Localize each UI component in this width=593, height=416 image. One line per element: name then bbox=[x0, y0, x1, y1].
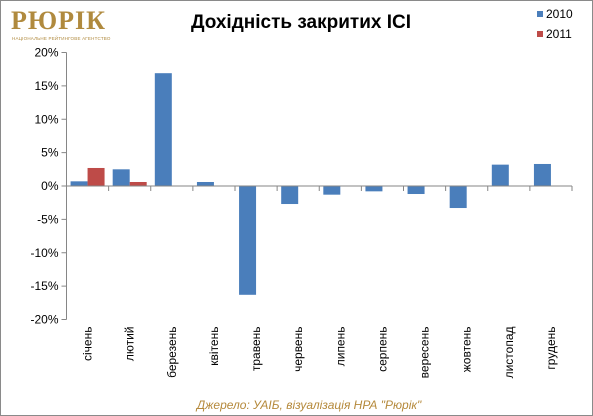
bar-2010-червень bbox=[281, 186, 299, 205]
x-tick-label-червень: червень bbox=[291, 327, 305, 372]
x-tick-label-вересень: вересень bbox=[418, 327, 432, 379]
x-tick-label-грудень: грудень bbox=[544, 327, 558, 370]
bar-2011-січень bbox=[87, 167, 105, 186]
x-tick-label-липень: липень bbox=[333, 327, 347, 367]
y-tick-label: 10% bbox=[34, 112, 58, 126]
legend-swatch-2010 bbox=[537, 11, 543, 17]
bar-2010-квітень bbox=[196, 181, 214, 186]
y-tick-label: -5% bbox=[37, 212, 59, 226]
bar-2011-лютий bbox=[129, 181, 147, 186]
bar-2010-травень bbox=[239, 186, 257, 295]
bar-2010-серпень bbox=[365, 186, 383, 192]
x-tick-label-жовтень: жовтень bbox=[460, 327, 474, 373]
x-tick-label-травень: травень bbox=[249, 327, 263, 372]
source-note: Джерело: УАІБ, візуалізація НРА "Рюрік" bbox=[196, 398, 422, 412]
legend: 2010 2011 bbox=[535, 7, 591, 48]
x-tick-label-серпень: серпень bbox=[375, 327, 389, 372]
x-tick-label-листопад: листопад bbox=[502, 327, 516, 379]
bar-2010-листопад bbox=[491, 164, 509, 186]
y-tick-label: 20% bbox=[34, 46, 58, 60]
y-tick-label: -10% bbox=[30, 246, 58, 260]
x-tick-label-квітень: квітень bbox=[207, 327, 221, 366]
bar-2010-жовтень bbox=[449, 186, 467, 209]
bar-2010-січень bbox=[70, 181, 88, 186]
legend-label-2011: 2011 bbox=[546, 27, 572, 41]
legend-swatch-2011 bbox=[537, 31, 543, 37]
y-tick-label: 15% bbox=[34, 79, 58, 93]
legend-item-2011: 2011 bbox=[535, 27, 591, 48]
bar-2010-лютий bbox=[112, 169, 130, 186]
logo-wordmark: РЮРІК bbox=[11, 6, 107, 35]
legend-item-2010: 2010 bbox=[535, 7, 591, 28]
bar-2010-вересень bbox=[407, 186, 425, 195]
chart-title: Дохідність закритих ІСІ bbox=[190, 12, 412, 33]
bar-2010-березень bbox=[154, 73, 172, 186]
x-tick-label-січень: січень bbox=[81, 327, 95, 361]
x-tick-label-лютий: лютий bbox=[123, 327, 137, 362]
ryurik-logo: РЮРІК НАЦІОНАЛЬНЕ РЕЙТИНГОВЕ АГЕНТСТВО bbox=[11, 6, 111, 47]
y-tick-label: -20% bbox=[30, 313, 58, 327]
x-tick-label-березень: березень bbox=[165, 327, 179, 378]
bar-2010-липень bbox=[323, 186, 341, 195]
logo-tagline: НАЦІОНАЛЬНЕ РЕЙТИНГОВЕ АГЕНТСТВО bbox=[12, 36, 111, 41]
y-tick-label: -15% bbox=[30, 279, 58, 293]
legend-label-2010: 2010 bbox=[546, 7, 573, 21]
y-tick-label: 5% bbox=[41, 146, 59, 160]
y-tick-label: 0% bbox=[41, 179, 59, 193]
bar-2010-грудень bbox=[533, 163, 551, 186]
